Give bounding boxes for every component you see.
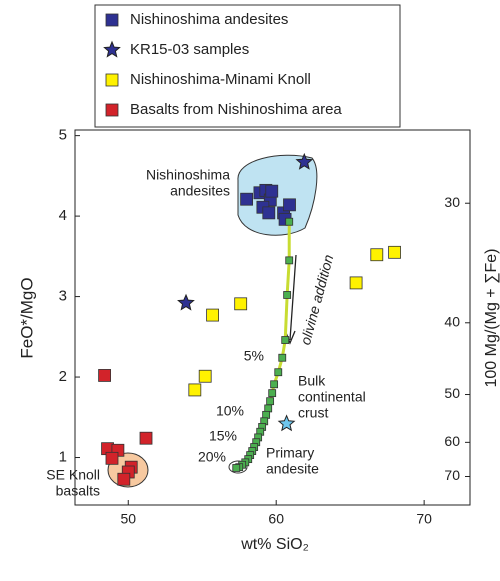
square-point bbox=[349, 276, 363, 290]
plot-frame bbox=[74, 129, 471, 506]
square-point bbox=[262, 410, 271, 419]
square-point bbox=[198, 369, 212, 383]
legend-label: KR15-03 samples bbox=[130, 41, 249, 58]
square-point bbox=[285, 217, 294, 226]
annotation: basalts bbox=[56, 483, 100, 499]
square-point bbox=[105, 13, 119, 27]
star-point bbox=[177, 293, 195, 311]
square-point bbox=[264, 404, 273, 413]
y-axis-label: FeO*/MgO bbox=[17, 277, 36, 358]
square-point bbox=[274, 368, 283, 377]
primary-field bbox=[228, 460, 248, 474]
x-tick-label: 70 bbox=[416, 511, 432, 527]
square-point bbox=[370, 248, 384, 262]
annotation: 20% bbox=[198, 449, 226, 465]
y-tick-label: 2 bbox=[59, 368, 67, 385]
square-point bbox=[139, 431, 153, 445]
square-point bbox=[265, 184, 279, 198]
annotation: olivine addition bbox=[297, 253, 336, 347]
annotation: Primary bbox=[266, 445, 314, 461]
annotation: 5% bbox=[244, 348, 264, 364]
square-point bbox=[281, 336, 290, 344]
square-point bbox=[285, 256, 294, 265]
y-tick-label: 3 bbox=[59, 288, 67, 305]
x-axis-label: wt% SiO₂ bbox=[240, 536, 309, 553]
annotation: andesite bbox=[266, 461, 319, 477]
square-point bbox=[98, 369, 111, 382]
x-tick-label: 50 bbox=[120, 511, 136, 527]
y2-tick-label: 70 bbox=[444, 467, 460, 483]
annotation: SE Knoll bbox=[46, 467, 100, 483]
annotation: Nishinoshima bbox=[146, 167, 230, 183]
y2-tick-label: 30 bbox=[444, 194, 460, 210]
square-point bbox=[188, 383, 202, 397]
square-point bbox=[283, 198, 296, 212]
square-point bbox=[105, 73, 119, 87]
square-point bbox=[278, 353, 287, 362]
annotation: continental bbox=[298, 389, 366, 405]
legend-label: Basalts from Nishinoshima area bbox=[130, 101, 342, 118]
square-point bbox=[232, 464, 241, 472]
y-tick-label: 4 bbox=[59, 207, 67, 224]
y2-tick-label: 50 bbox=[444, 385, 460, 401]
y-tick-label: 5 bbox=[59, 127, 67, 144]
square-point bbox=[270, 380, 279, 389]
square-point bbox=[234, 297, 248, 311]
legend-box bbox=[94, 4, 401, 128]
square-point bbox=[283, 291, 292, 299]
star-point bbox=[103, 40, 121, 58]
annotation: crust bbox=[298, 405, 328, 421]
square-point bbox=[105, 103, 119, 117]
y-tick-label: 1 bbox=[59, 448, 67, 465]
y2-tick-label: 40 bbox=[444, 313, 460, 329]
legend-label: Nishinoshima andesites bbox=[130, 11, 288, 28]
annotation: 15% bbox=[209, 428, 237, 444]
square-point bbox=[240, 192, 254, 206]
square-point bbox=[206, 308, 219, 322]
square-point bbox=[105, 451, 119, 465]
legend-label: Nishinoshima-Minami Knoll bbox=[130, 71, 311, 88]
x-tick-label: 60 bbox=[268, 511, 284, 527]
annotation: andesites bbox=[170, 183, 230, 199]
square-point bbox=[266, 397, 275, 406]
y2-tick-label: 60 bbox=[444, 433, 460, 449]
square-point bbox=[268, 389, 277, 398]
y2-axis-label: 100 Mg/(Mg + ∑Fe) bbox=[483, 248, 500, 387]
square-point bbox=[388, 245, 401, 259]
annotation: Bulk bbox=[298, 373, 326, 389]
star-point bbox=[277, 414, 296, 432]
square-point bbox=[117, 472, 131, 486]
star-point bbox=[295, 152, 314, 170]
square-point bbox=[262, 206, 276, 220]
annotation: 10% bbox=[216, 403, 244, 419]
